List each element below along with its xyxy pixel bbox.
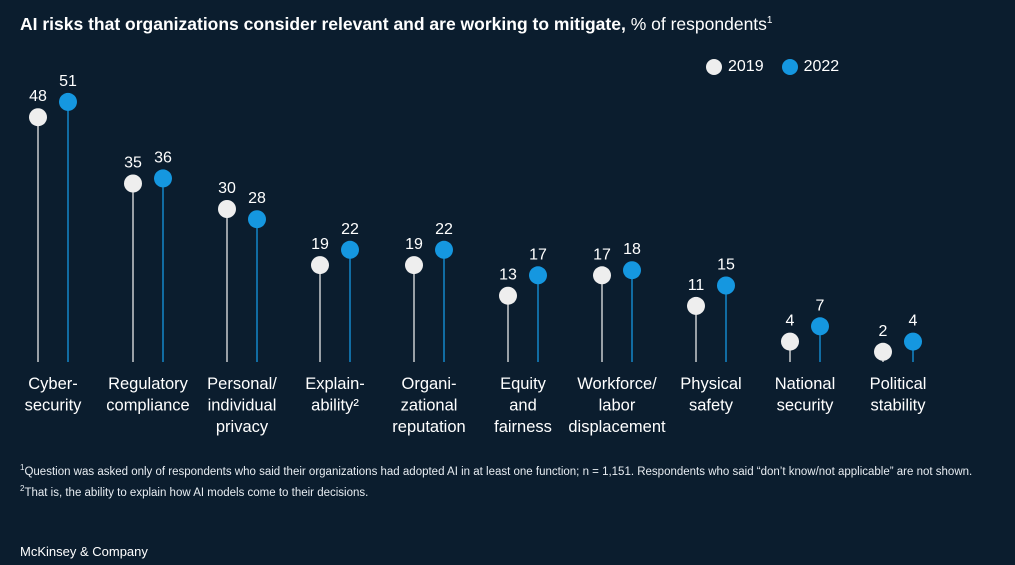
category-label-9-line-1: stability [870,397,926,415]
category-label-2-line-0: Personal/ [207,375,277,393]
value-label-2019-0: 48 [29,88,47,105]
dot-2022-2 [248,210,266,229]
value-label-2022-6: 18 [623,241,641,258]
dot-2019-6 [593,266,611,285]
dot-2022-3 [341,240,359,259]
dot-2022-4 [435,240,453,259]
dot-2022-1 [154,169,172,188]
chart-title-unit: % of respondents [630,13,767,34]
value-label-2019-1: 35 [124,155,142,172]
footnote-2: 2That is, the ability to explain how AI … [20,482,1010,500]
value-label-2019-2: 30 [218,180,236,197]
category-label-5-line-0: Equity [500,375,547,393]
category-label-7-line-0: Physical [680,375,741,393]
dot-2019-5 [499,286,517,305]
legend-dot-2022 [781,59,798,75]
legend-dot-2019 [706,59,722,75]
category-label-8-line-0: National [775,375,836,393]
dot-2022-7 [717,276,735,295]
category-label-6-line-0: Workforce/ [577,375,657,393]
value-label-2022-5: 17 [529,246,547,263]
value-label-2019-3: 19 [311,236,329,253]
category-label-0-line-1: security [25,397,83,415]
footnote-2-text: That is, the ability to explain how AI m… [24,486,369,499]
dot-2019-8 [781,332,799,351]
value-label-2022-9: 4 [909,313,918,330]
legend-label-2022: 2022 [803,58,840,75]
chart-legend: 2019 2022 [706,57,857,77]
value-label-2022-7: 15 [717,257,735,274]
footnotes: 1Question was asked only of respondents … [20,461,1010,503]
dot-2019-2 [218,200,236,218]
category-label-4-line-0: Organi- [401,375,456,393]
value-label-2022-1: 36 [154,149,172,166]
value-label-2022-8: 7 [816,297,825,314]
legend-label-2019: 2019 [728,58,764,75]
category-label-3-line-1: ability² [311,397,359,415]
category-label-7-line-1: safety [689,397,734,415]
category-label-0-line-0: Cyber- [28,375,78,393]
value-label-2022-4: 22 [435,221,453,238]
dot-2022-5 [529,266,547,285]
chart-title-footnote-ref: 1 [766,15,773,26]
dot-2022-8 [811,317,829,336]
chart-title-main: AI risks that organizations consider rel… [20,13,626,34]
dot-2022-0 [59,92,77,111]
dot-2019-7 [687,296,705,315]
value-label-2022-0: 51 [59,73,77,90]
category-label-9-line-0: Political [870,375,927,393]
value-label-2019-5: 13 [499,267,517,284]
dot-2019-3 [311,256,329,275]
value-label-2019-6: 17 [593,246,611,263]
category-label-5-line-2: fairness [494,418,552,436]
category-label-4-line-2: reputation [392,418,465,436]
chart-title: AI risks that organizations consider rel… [20,10,1000,35]
footnote-1-text: Question was asked only of respondents w… [24,465,973,478]
category-label-2-line-2: privacy [216,418,269,436]
dot-2019-1 [124,174,142,193]
legend-item-2022: 2022 [781,58,840,76]
footnote-2-marker: 2 [20,483,25,493]
footnote-1: 1Question was asked only of respondents … [20,461,1010,479]
lollipop-chart: 48 35 30 19 19 13 17 11 4 2 51 36 28 22 22 17 18 15 7 4 Cybe… [25,73,927,436]
category-label-4-line-1: zational [401,397,458,415]
dot-2019-0 [29,108,47,127]
legend-item-2019: 2019 [706,58,764,76]
dot-2022-9 [904,332,922,351]
category-label-1-line-0: Regulatory [108,375,189,393]
category-label-6-line-1: labor [599,397,636,415]
value-label-2019-9: 2 [879,323,888,340]
footnote-1-marker: 1 [20,463,25,472]
value-label-2019-8: 4 [786,313,795,330]
dot-2019-4 [405,256,423,275]
category-label-8-line-1: security [777,397,835,415]
value-label-2022-2: 28 [248,190,266,207]
value-label-2022-3: 22 [341,221,359,238]
value-label-2019-7: 11 [688,277,705,294]
category-label-6-line-2: displacement [568,418,666,436]
category-label-2-line-1: individual [208,397,277,415]
category-label-1-line-1: compliance [106,397,189,415]
dot-2019-9 [874,342,892,361]
value-label-2019-4: 19 [405,236,423,253]
dot-2022-6 [623,261,641,280]
category-label-5-line-1: and [509,397,537,415]
category-label-3-line-0: Explain- [305,375,365,393]
brand-logo-text: McKinsey & Company [20,544,148,559]
